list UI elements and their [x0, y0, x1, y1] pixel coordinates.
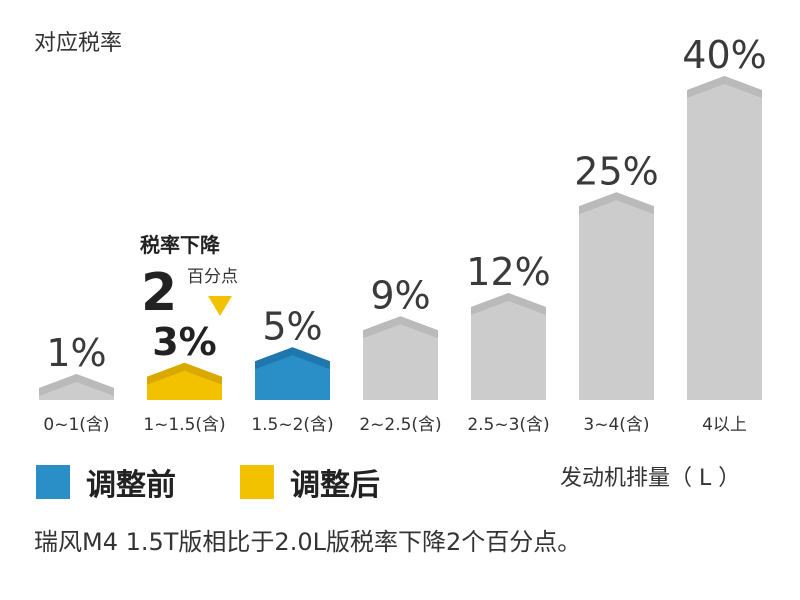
x-axis-label: 发动机排量（ L ） [560, 466, 740, 491]
annotation-unit: 百分点 [187, 267, 238, 287]
category-label-2: 1.5~2(含) [251, 415, 333, 435]
bar-cap-5 [579, 192, 654, 215]
annotation-title: 税率下降 [140, 233, 221, 257]
category-label-5: 3~4(含) [583, 415, 649, 435]
bar-cap-1 [147, 362, 222, 385]
category-label-4: 2.5~3(含) [467, 415, 549, 435]
category-label-1: 1~1.5(含) [143, 415, 225, 435]
category-label-3: 2~2.5(含) [359, 415, 441, 435]
legend: 调整前 调整后 [36, 465, 380, 503]
value-label-5: 25% [574, 149, 658, 193]
legend-swatch-after [240, 465, 274, 499]
caption: 瑞风M4 1.5T版相比于2.0L版税率下降2个百分点。 [34, 528, 581, 556]
y-axis-label: 对应税率 [34, 31, 122, 56]
bar-cap-6 [687, 76, 762, 98]
category-label-0: 0~1(含) [43, 415, 109, 435]
value-label-0: 1% [46, 331, 106, 375]
value-label-1: 3% [152, 320, 217, 364]
bar-cap-2 [255, 347, 330, 370]
bar-cap-4 [471, 293, 546, 315]
bars-group: 1% 0~1(含) 3% 1~1.5(含) 5% 1.5~2(含) 9% 2~2.5(含) 12… [39, 33, 767, 435]
value-label-3: 9% [370, 273, 430, 317]
value-label-2: 5% [262, 304, 322, 348]
bar-3 [363, 316, 438, 400]
value-label-6: 40% [682, 33, 766, 77]
bar-4 [471, 293, 546, 400]
bar-6 [687, 76, 762, 400]
bar-cap-3 [363, 316, 438, 339]
annotation-number: 2 [141, 263, 177, 323]
category-label-6: 4以上 [702, 415, 747, 435]
legend-label-before: 调整前 [86, 468, 176, 503]
value-label-4: 12% [466, 250, 550, 294]
bar-cap-0 [39, 374, 114, 396]
down-arrow-icon [208, 296, 232, 316]
legend-swatch-before [36, 465, 70, 499]
legend-label-after: 调整后 [290, 468, 380, 503]
bar-5 [579, 192, 654, 400]
change-annotation: 税率下降 2 百分点 [140, 233, 238, 323]
bar-0 [39, 374, 114, 400]
